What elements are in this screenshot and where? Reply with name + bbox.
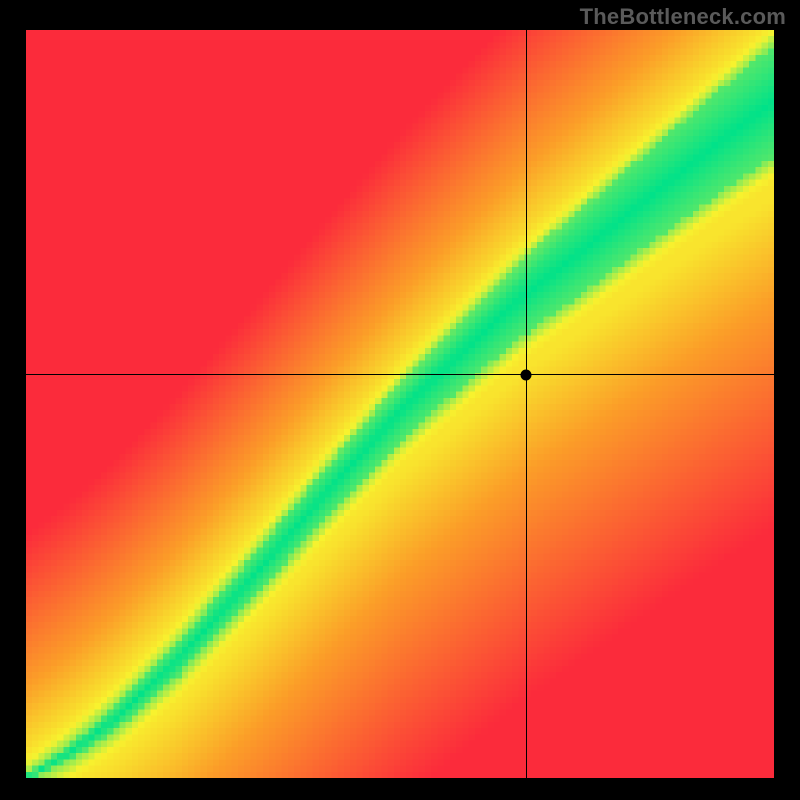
watermark-text: TheBottleneck.com: [580, 4, 786, 30]
heatmap-canvas: [26, 30, 774, 778]
marker-point: [521, 369, 532, 380]
crosshair-horizontal: [26, 374, 774, 375]
plot-frame: [26, 30, 774, 778]
crosshair-vertical: [526, 30, 527, 778]
